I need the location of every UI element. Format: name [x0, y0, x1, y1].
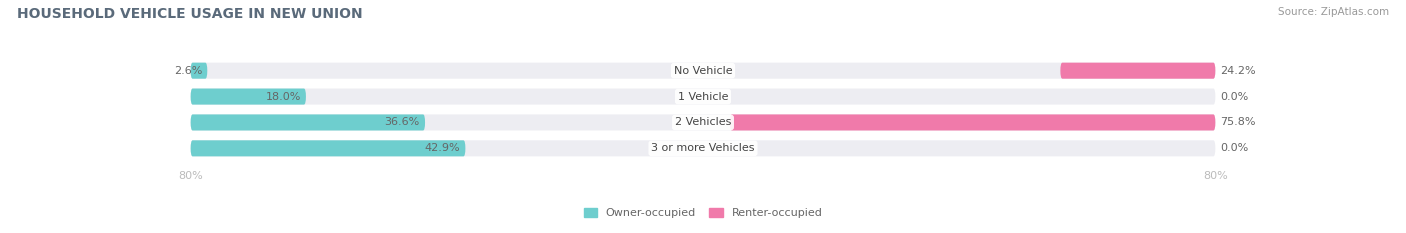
Text: 2.6%: 2.6%	[174, 66, 202, 76]
Text: 42.9%: 42.9%	[425, 143, 460, 153]
FancyBboxPatch shape	[191, 114, 425, 130]
Text: HOUSEHOLD VEHICLE USAGE IN NEW UNION: HOUSEHOLD VEHICLE USAGE IN NEW UNION	[17, 7, 363, 21]
Text: 18.0%: 18.0%	[266, 92, 301, 102]
FancyBboxPatch shape	[191, 89, 307, 105]
Text: 1 Vehicle: 1 Vehicle	[678, 92, 728, 102]
FancyBboxPatch shape	[1060, 63, 1215, 79]
Text: 24.2%: 24.2%	[1220, 66, 1256, 76]
Legend: Owner-occupied, Renter-occupied: Owner-occupied, Renter-occupied	[579, 203, 827, 223]
Text: 75.8%: 75.8%	[1220, 117, 1256, 127]
Text: 3 or more Vehicles: 3 or more Vehicles	[651, 143, 755, 153]
Text: Source: ZipAtlas.com: Source: ZipAtlas.com	[1278, 7, 1389, 17]
FancyBboxPatch shape	[730, 114, 1215, 130]
Text: 0.0%: 0.0%	[1220, 143, 1249, 153]
FancyBboxPatch shape	[191, 63, 1215, 79]
Text: 0.0%: 0.0%	[1220, 92, 1249, 102]
FancyBboxPatch shape	[191, 140, 465, 156]
FancyBboxPatch shape	[191, 140, 1215, 156]
FancyBboxPatch shape	[191, 114, 1215, 130]
Text: 36.6%: 36.6%	[385, 117, 420, 127]
FancyBboxPatch shape	[191, 89, 1215, 105]
Text: No Vehicle: No Vehicle	[673, 66, 733, 76]
Text: 2 Vehicles: 2 Vehicles	[675, 117, 731, 127]
FancyBboxPatch shape	[191, 63, 207, 79]
